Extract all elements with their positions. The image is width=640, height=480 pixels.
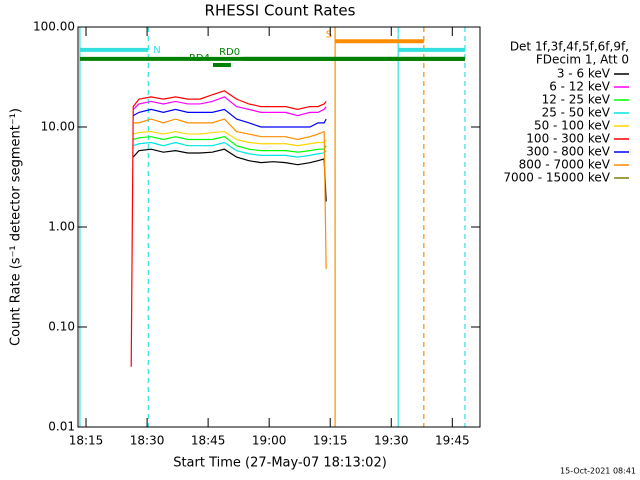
y-tick-label: 1.00	[48, 220, 75, 234]
series-line	[133, 118, 327, 270]
series-line	[133, 130, 327, 147]
y-axis-label: Count Rate (s⁻¹ detector segment⁻¹)	[9, 108, 24, 346]
chart-title: RHESSI Count Rates	[205, 2, 356, 20]
legend-label: 800 - 7000 keV	[519, 158, 611, 172]
y-tick-label: 0.01	[48, 420, 75, 434]
y-tick-label: 0.10	[48, 320, 75, 334]
x-tick-label: 19:15	[313, 434, 348, 448]
legend-label: 12 - 25 keV	[542, 93, 611, 107]
flag-label: N	[153, 45, 160, 56]
x-tick-label: 19:00	[252, 434, 287, 448]
x-tick-label: 18:15	[69, 434, 104, 448]
legend-label: 7000 - 15000 keV	[503, 171, 610, 185]
series-line	[133, 136, 327, 153]
y-tick-label: 10.00	[41, 120, 75, 134]
flag-label: S	[326, 29, 332, 40]
series-line	[130, 90, 327, 367]
x-tick-label: 19:30	[374, 434, 409, 448]
series-line	[132, 96, 327, 117]
x-axis-label: Start Time (27-May-07 18:13:02)	[173, 456, 387, 471]
legend-label: 6 - 12 keV	[549, 80, 611, 94]
legend-label: 300 - 800 keV	[526, 145, 610, 159]
x-tick-label: 18:30	[130, 434, 165, 448]
flag-label: RD0	[219, 47, 240, 58]
flag-label: RD4	[189, 53, 210, 64]
legend-label: 25 - 50 keV	[542, 106, 611, 120]
series-line	[132, 148, 327, 202]
x-tick-label: 19:45	[435, 434, 470, 448]
y-tick-label: 100.00	[33, 20, 75, 34]
series-line	[133, 141, 327, 158]
x-tick-label: 18:45	[191, 434, 226, 448]
legend-header: FDecim 1, Att 0	[536, 53, 629, 67]
legend-label: 50 - 100 keV	[534, 119, 611, 133]
legend-label: 3 - 6 keV	[557, 67, 611, 81]
footer: 15-Oct-2021 08:41	[560, 467, 636, 476]
legend-label: 100 - 300 keV	[526, 132, 610, 146]
series-line	[132, 108, 327, 128]
legend-header: Det 1f,3f,4f,5f,6f,9f,	[510, 40, 629, 54]
